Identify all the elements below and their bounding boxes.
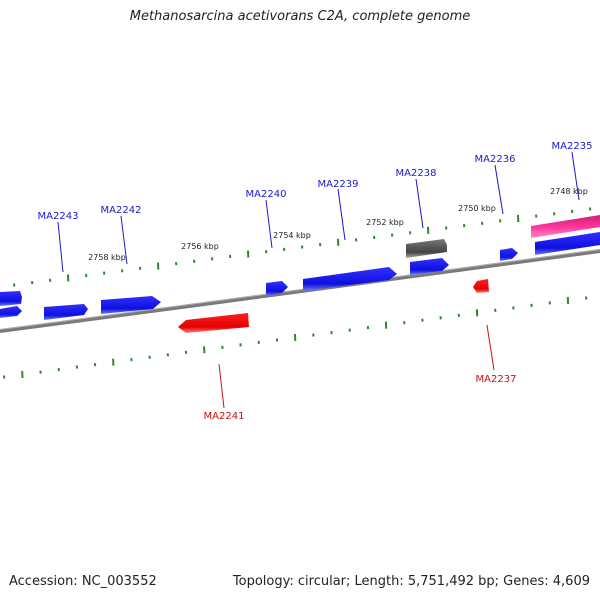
gene-label[interactable]: MA2238 xyxy=(396,168,437,179)
tick-label: 2758 kbp xyxy=(88,253,126,262)
gene-label[interactable]: MA2241 xyxy=(204,411,245,422)
forward-tick-track xyxy=(13,207,592,287)
tick-label: 2750 kbp xyxy=(458,204,496,213)
gene-arrow[interactable] xyxy=(473,279,489,293)
forward-gene-track-upper xyxy=(0,215,600,318)
tick-label: 2756 kbp xyxy=(181,242,219,251)
gene-label[interactable]: MA2235 xyxy=(552,141,593,152)
gene-label[interactable]: MA2243 xyxy=(38,211,79,222)
reverse-gene-track xyxy=(178,279,489,333)
gene-label[interactable]: MA2242 xyxy=(101,205,142,216)
topology-summary: Topology: circular; Length: 5,751,492 bp… xyxy=(232,574,590,589)
tick-label: 2752 kbp xyxy=(366,218,404,227)
gene-label[interactable]: MA2236 xyxy=(475,154,516,165)
map-title: Methanosarcina acetivorans C2A, complete… xyxy=(129,9,471,24)
gene-label[interactable]: MA2237 xyxy=(476,374,517,385)
gene-arrow[interactable] xyxy=(535,232,600,255)
tick-label: 2748 kbp xyxy=(550,187,588,196)
gene-arrow[interactable] xyxy=(410,258,449,275)
gene-arrow[interactable] xyxy=(303,267,397,291)
gene-arrow[interactable] xyxy=(178,313,249,333)
genome-backbone xyxy=(0,249,600,333)
gene-arrow[interactable] xyxy=(44,304,88,320)
gene-arrow[interactable] xyxy=(266,281,288,296)
tick-label: 2754 kbp xyxy=(273,231,311,240)
accession-text: Accession: NC_003552 xyxy=(9,574,157,589)
pseudogene-arrow[interactable] xyxy=(406,239,447,258)
reverse-tick-track xyxy=(3,296,588,379)
label-leaders xyxy=(57,151,580,409)
forward-gene-track xyxy=(0,232,600,320)
gene-label[interactable]: MA2240 xyxy=(246,189,287,200)
gene-arrow[interactable] xyxy=(0,306,22,318)
gene-label[interactable]: MA2239 xyxy=(318,179,359,190)
coordinate-labels: 2758 kbp 2756 kbp 2754 kbp 2752 kbp 2750… xyxy=(88,187,588,262)
gene-arrow[interactable] xyxy=(0,291,22,306)
rna-gene-arrow[interactable] xyxy=(531,215,600,238)
gene-arrow[interactable] xyxy=(500,248,518,261)
gene-labels: MA2243 MA2242 MA2240 MA2239 MA2238 MA223… xyxy=(38,141,593,422)
gene-arrow[interactable] xyxy=(101,296,161,314)
